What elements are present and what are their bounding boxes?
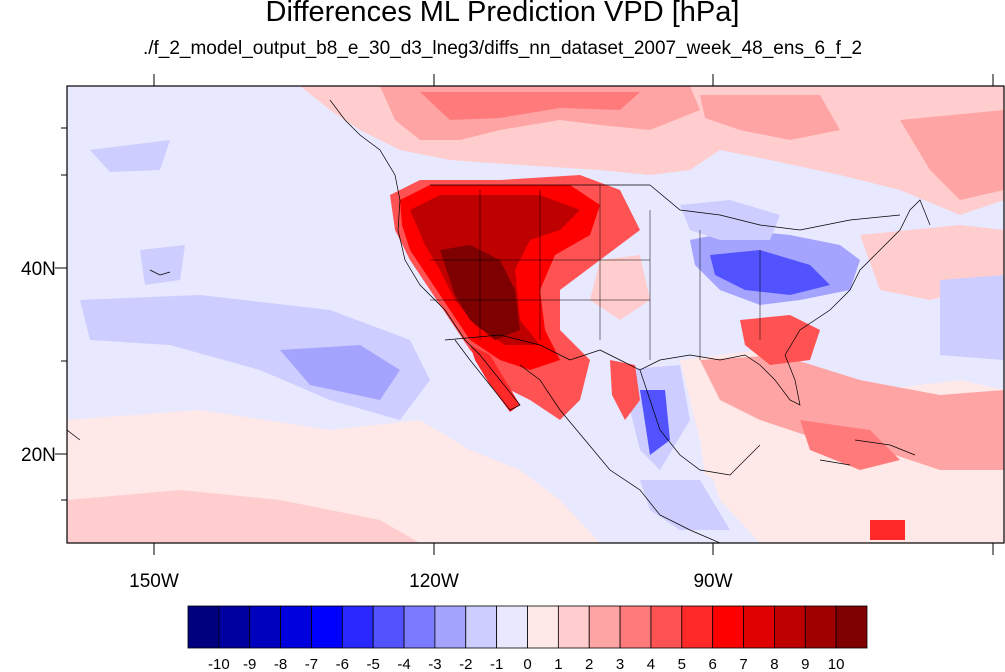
lat-label-40n: 40N — [21, 259, 56, 280]
lon-label-150w: 150W — [129, 571, 179, 592]
colorbar-tick-label: 3 — [616, 656, 624, 672]
mexico-pacific-coast — [519, 364, 721, 543]
colorbar-tick-label: 0 — [523, 656, 531, 672]
colorbar-tick-label: 4 — [647, 656, 655, 672]
colorbar-swatch — [311, 605, 343, 649]
axis-ticks — [55, 74, 994, 555]
colorbar-tick-label: -8 — [274, 656, 287, 672]
field-central-america-blue — [640, 480, 730, 530]
caribbean-islands — [819, 439, 916, 466]
field-ohio-blue2 — [710, 250, 830, 295]
field-north-red2 — [420, 92, 640, 120]
field-ne-canada-red — [700, 95, 840, 140]
colorbar-tick-label: 6 — [709, 656, 717, 672]
colorbar-tick-label: 9 — [801, 656, 809, 672]
colorbar-swatch — [804, 605, 837, 649]
west-coastline — [329, 99, 521, 411]
colorbar-swatch — [496, 605, 528, 649]
colorbar-swatch — [588, 605, 621, 649]
colorbar-tick-label: 7 — [739, 656, 747, 672]
field-hawaii-blue — [140, 245, 185, 285]
colorbar-swatch — [835, 605, 868, 649]
coastline-layer — [67, 99, 931, 543]
colorbar-swatch — [434, 605, 467, 649]
colorbar-tick-label: 5 — [678, 656, 686, 672]
colorbar-swatch — [774, 605, 806, 649]
colorbar-swatch — [218, 605, 251, 649]
colorbar: -10 -9 -8 -7 -6 -5 -4 -3 -2 -1 0 1 2 3 4 5 6 7 8 9 10 — [187, 605, 868, 672]
field-plains-pink — [590, 255, 650, 320]
colorbar-swatch — [341, 605, 374, 649]
us-mexico-border — [444, 334, 601, 361]
colorbar-tick-label: 8 — [770, 656, 778, 672]
colorbar-swatch — [712, 605, 744, 649]
colorbar-tick-label: -9 — [243, 656, 256, 672]
plot-frame — [66, 85, 1005, 544]
great-lakes-border — [649, 184, 901, 231]
field-baja-red — [470, 345, 520, 412]
mexico-gulf-coast — [639, 369, 761, 476]
colorbar-swatch — [187, 605, 220, 649]
colorbar-tick-label: -4 — [397, 656, 410, 672]
field-texas-red — [610, 360, 640, 420]
field-gulf-red — [700, 355, 1004, 470]
colorbar-swatch — [280, 605, 312, 649]
colorbar-tick-label: -7 — [305, 656, 318, 672]
state-borders — [430, 185, 761, 360]
colorbar-swatch — [403, 605, 436, 649]
colorbar-tick-label: -10 — [208, 656, 230, 672]
lon-label-120w: 120W — [409, 571, 459, 592]
field-yucatan-pink — [700, 440, 760, 490]
colorbar-swatch — [527, 605, 559, 649]
colorbar-tick-label: -2 — [459, 656, 472, 672]
map-subtitle: ./f_2_model_output_b8_e_30_d3_lneg3/diff… — [142, 38, 863, 59]
map-title: Differences ML Prediction VPD [hPa] — [265, 0, 740, 28]
colorbar-tick-label: -6 — [336, 656, 349, 672]
field-aleutian-blue — [90, 140, 170, 172]
colorbar-swatch — [465, 605, 498, 649]
field-atlantic-blue — [940, 275, 1004, 360]
lon-label-90w: 90W — [693, 571, 732, 592]
colorbar-swatch — [372, 605, 405, 649]
colorbar-swatch — [681, 605, 714, 649]
colorbar-tick-label: 1 — [554, 656, 562, 672]
colorbar-swatch — [557, 605, 590, 649]
field-caribbean-red — [800, 420, 900, 470]
field-pacific-blue2 — [280, 345, 400, 400]
colorbar-swatch — [249, 605, 281, 649]
field-greatlakes-blue — [680, 200, 780, 240]
field-venezuela-spot — [870, 520, 905, 540]
lat-label-20n: 20N — [21, 445, 56, 466]
colorbar-swatch — [619, 605, 652, 649]
colorbar-tick-label: -5 — [367, 656, 380, 672]
field-layer — [67, 86, 1004, 543]
colorbar-tick-label: 10 — [828, 656, 845, 672]
field-mexico-blue2 — [640, 390, 670, 455]
colorbar-tick-label: -3 — [428, 656, 441, 672]
gulf-atlantic-coast — [599, 199, 931, 406]
field-labrador-red — [900, 110, 1004, 200]
field-south-pacific-red — [67, 490, 420, 543]
colorbar-tick-label: 2 — [585, 656, 593, 672]
colorbar-swatch — [650, 605, 683, 649]
colorbar-tick-label: -1 — [490, 656, 503, 672]
colorbar-swatch — [743, 605, 775, 649]
pacific-islands — [67, 269, 171, 441]
